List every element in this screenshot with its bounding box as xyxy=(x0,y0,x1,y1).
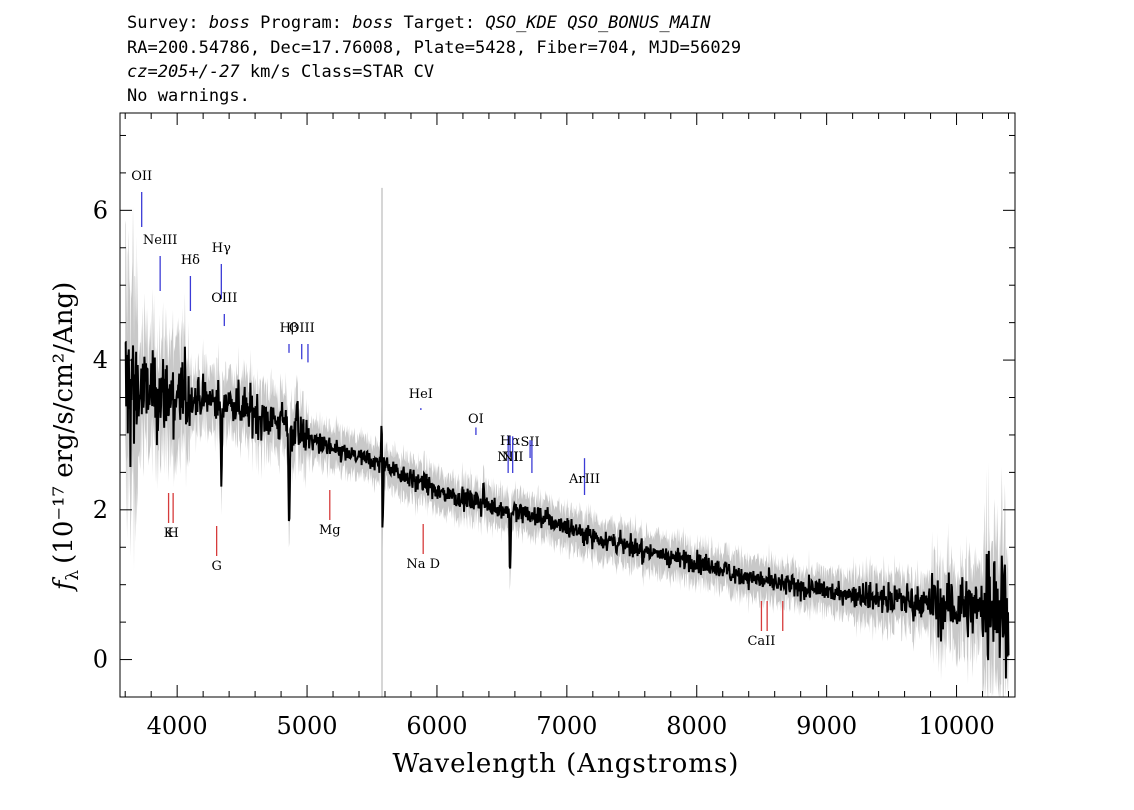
error-band-area xyxy=(125,205,1009,697)
title-line-3: cz=205+/-27 km/s Class=STAR CV xyxy=(127,62,434,82)
line-markers: OIINeIIIHδHγOIIIHβOIIIHeIOINIIHαNIISIIAr… xyxy=(131,169,784,649)
absorption-line-label: Na D xyxy=(406,557,440,572)
emission-line-label: ArIII xyxy=(568,472,600,487)
axes: 4000 5000 6000 7000 8000 9000 10000 0 2 4 6 xyxy=(93,112,1016,740)
x-tick-label: 10000 xyxy=(918,712,994,740)
emission-line-label: NeIII xyxy=(143,233,177,248)
absorption-line-label: CaII xyxy=(747,634,775,649)
plot-frame xyxy=(119,112,1016,698)
program-value: boss xyxy=(352,13,394,33)
cz-value: cz=205+/-27 xyxy=(127,62,240,82)
emission-line-label: Hα xyxy=(500,434,520,449)
emission-line-label: OIII xyxy=(289,321,315,336)
y-tick-label: 4 xyxy=(93,346,108,374)
y-axis-label: fλ(10⁻¹⁷ erg/s/cm²/Ang) xyxy=(49,282,83,593)
x-tick-label: 4000 xyxy=(147,712,208,740)
emission-line-label: NII xyxy=(497,450,519,465)
y-axis-label-units: (10⁻¹⁷ erg/s/cm²/Ang) xyxy=(49,282,79,564)
emission-line-label: Hγ xyxy=(212,241,231,256)
x-tick-label: 6000 xyxy=(406,712,467,740)
emission-line-label: NII xyxy=(502,450,524,465)
emission-line-label: SII xyxy=(520,435,539,450)
survey-label: Survey: xyxy=(127,13,199,33)
absorption-line-label: G xyxy=(211,559,221,574)
x-tick-label: 5000 xyxy=(277,712,338,740)
absorption-line-label: K xyxy=(164,526,174,541)
x-tick-label: 9000 xyxy=(796,712,857,740)
y-tick-label: 2 xyxy=(93,496,108,524)
target-value: QSO_KDE QSO_BONUS_MAIN xyxy=(485,13,711,33)
flux-line xyxy=(124,340,1010,679)
error-band xyxy=(125,187,1009,697)
survey-value: boss xyxy=(208,13,250,33)
x-tick-label: 7000 xyxy=(536,712,597,740)
absorption-line-label: H xyxy=(167,526,178,541)
target-label: Target: xyxy=(403,13,476,33)
y-axis-label-subscript: λ xyxy=(63,570,83,581)
class-value: km/s Class=STAR CV xyxy=(239,62,435,82)
title-line-4: No warnings. xyxy=(127,86,250,106)
absorption-line-label: Mg xyxy=(319,523,341,538)
emission-line-label: OI xyxy=(468,412,484,427)
title-line-1: Survey: boss Program: boss Target: QSO_K… xyxy=(127,13,711,33)
y-tick-label: 6 xyxy=(93,196,108,224)
emission-line-label: OII xyxy=(131,169,152,184)
x-axis-label: Wavelength (Angstroms) xyxy=(393,749,740,779)
emission-line-label: OIII xyxy=(211,291,237,306)
emission-line-label: Hδ xyxy=(181,253,200,268)
x-tick-label: 8000 xyxy=(666,712,727,740)
y-tick-label: 0 xyxy=(93,646,108,674)
emission-line-label: Hβ xyxy=(280,321,299,336)
emission-line-label: HeI xyxy=(409,387,433,402)
program-label: Program: xyxy=(260,13,342,33)
flux-series xyxy=(124,340,1010,679)
title-line-2: RA=200.54786, Dec=17.76008, Plate=5428, … xyxy=(127,38,742,58)
